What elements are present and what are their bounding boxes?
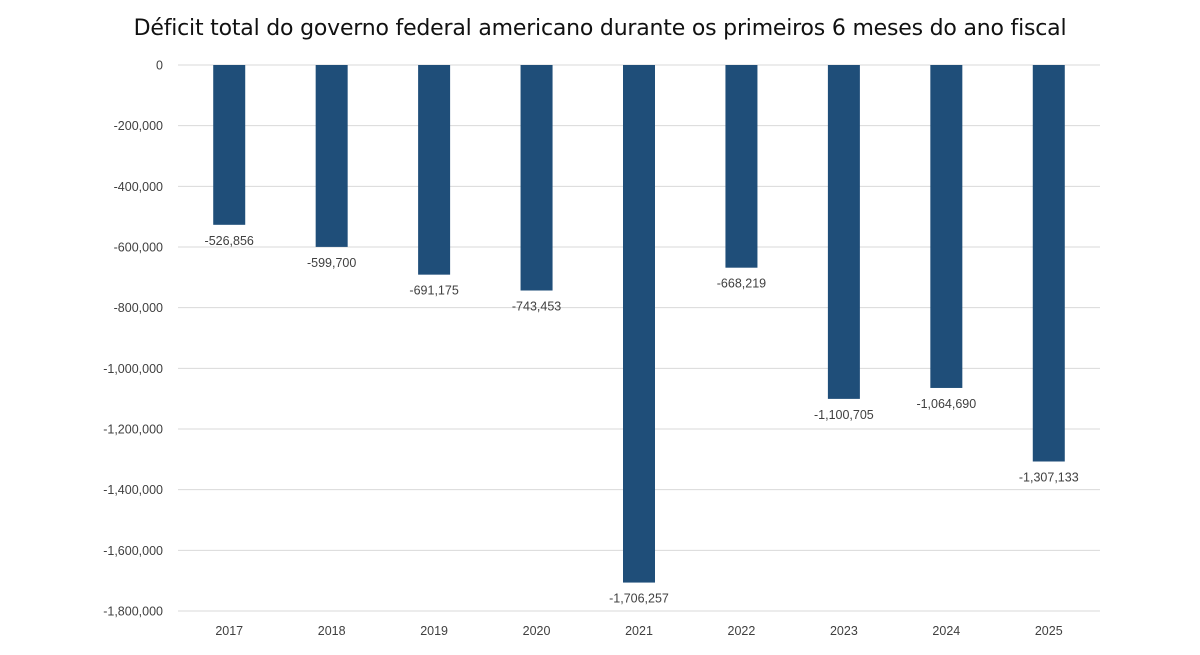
x-axis: 2017 2018 2019 2020 2021 2022 2023 2024 2025	[215, 624, 1062, 638]
x-tick-label: 2025	[1035, 624, 1063, 638]
y-tick-label: -1,400,000	[103, 483, 163, 497]
y-axis: 0 -200,000 -400,000 -600,000 -800,000 -1,000,…	[103, 59, 163, 619]
bar-2024	[930, 65, 963, 388]
data-label-2022: -668,219	[717, 277, 766, 291]
data-label-2023: -1,100,705	[814, 408, 874, 422]
bar-2019	[418, 65, 451, 275]
data-label-2025: -1,307,133	[1019, 470, 1079, 484]
bar-2020	[520, 65, 553, 291]
data-label-2018: -599,700	[307, 256, 356, 270]
bar-2021	[623, 65, 655, 583]
data-label-2024: -1,064,690	[916, 397, 976, 411]
y-tick-label: -600,000	[114, 241, 163, 255]
bar-2018	[315, 65, 348, 247]
x-tick-label: 2022	[728, 624, 756, 638]
data-label-2020: -743,453	[512, 300, 561, 314]
y-tick-label: 0	[156, 59, 163, 73]
x-tick-label: 2019	[420, 624, 448, 638]
bar-2022	[725, 65, 758, 268]
data-label-2021: -1,706,257	[609, 592, 669, 606]
data-label-2017: -526,856	[205, 234, 254, 248]
y-tick-label: -1,200,000	[103, 423, 163, 437]
x-tick-label: 2018	[318, 624, 346, 638]
y-tick-label: -200,000	[114, 119, 163, 133]
y-tick-label: -400,000	[114, 180, 163, 194]
bar-2025	[1032, 65, 1065, 462]
bar-2017	[213, 65, 246, 225]
y-tick-label: -1,000,000	[103, 362, 163, 376]
chart-title: Déficit total do governo federal america…	[133, 16, 1067, 41]
x-tick-label: 2017	[215, 624, 243, 638]
data-label-2019: -691,175	[409, 284, 458, 298]
x-tick-label: 2024	[932, 624, 960, 638]
y-tick-label: -1,600,000	[103, 544, 163, 558]
data-labels: -526,856 -599,700 -691,175 -743,453 -1,706,2…	[205, 234, 1079, 606]
x-tick-label: 2020	[523, 624, 551, 638]
x-tick-label: 2023	[830, 624, 858, 638]
x-tick-label: 2021	[625, 624, 653, 638]
y-tick-label: -800,000	[114, 301, 163, 315]
y-tick-label: -1,800,000	[103, 605, 163, 619]
bar-2023	[827, 65, 860, 399]
bars	[213, 65, 1065, 583]
